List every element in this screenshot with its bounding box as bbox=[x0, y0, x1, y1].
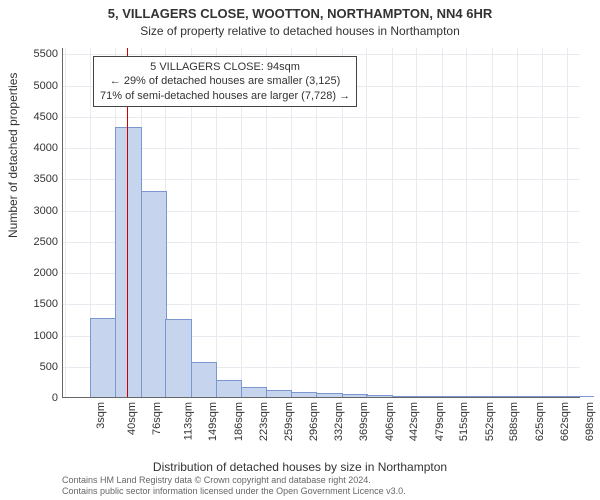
histogram-bar bbox=[366, 395, 392, 397]
gridline-v bbox=[416, 48, 417, 397]
footer-line-1: Contains HM Land Registry data © Crown c… bbox=[62, 475, 406, 485]
histogram-bar bbox=[90, 318, 116, 397]
gridline-v bbox=[65, 48, 66, 397]
x-tick-label: 113sqm bbox=[182, 402, 194, 440]
x-tick-label: 369sqm bbox=[358, 402, 370, 441]
histogram-bar bbox=[316, 393, 342, 397]
y-tick-label: 5000 bbox=[8, 80, 58, 92]
chart-frame: 5, VILLAGERS CLOSE, WOOTTON, NORTHAMPTON… bbox=[0, 0, 600, 500]
y-tick-label: 3000 bbox=[8, 205, 58, 217]
footer-attribution: Contains HM Land Registry data © Crown c… bbox=[62, 475, 406, 496]
y-tick-label: 4000 bbox=[8, 142, 58, 154]
histogram-bar bbox=[216, 380, 242, 397]
chart-subtitle: Size of property relative to detached ho… bbox=[0, 24, 600, 38]
y-tick-label: 5500 bbox=[8, 48, 58, 60]
histogram-bar bbox=[542, 396, 568, 397]
gridline-v bbox=[466, 48, 467, 397]
histogram-bar bbox=[492, 396, 518, 397]
annotation-line-2: ← 29% of detached houses are smaller (3,… bbox=[100, 74, 350, 88]
x-tick-label: 259sqm bbox=[283, 402, 295, 441]
y-tick-label: 2000 bbox=[8, 267, 58, 279]
y-tick-label: 500 bbox=[8, 361, 58, 373]
chart-title: 5, VILLAGERS CLOSE, WOOTTON, NORTHAMPTON… bbox=[0, 6, 600, 21]
x-tick-label: 149sqm bbox=[207, 402, 219, 441]
y-tick-label: 1000 bbox=[8, 330, 58, 342]
y-tick-label: 4500 bbox=[8, 111, 58, 123]
x-tick-label: 552sqm bbox=[484, 402, 496, 441]
x-tick-label: 442sqm bbox=[408, 402, 420, 441]
x-tick-label: 625sqm bbox=[534, 402, 546, 441]
annotation-line-3: 71% of semi-detached houses are larger (… bbox=[100, 89, 350, 103]
x-axis-label: Distribution of detached houses by size … bbox=[0, 460, 600, 474]
x-tick-label: 76sqm bbox=[151, 402, 163, 435]
histogram-bar bbox=[241, 387, 267, 397]
y-tick-label: 0 bbox=[8, 392, 58, 404]
annotation-line-1: 5 VILLAGERS CLOSE: 94sqm bbox=[100, 60, 350, 74]
gridline-v bbox=[392, 48, 393, 397]
histogram-bar bbox=[567, 396, 593, 397]
histogram-bar bbox=[165, 319, 191, 397]
y-tick-label: 3500 bbox=[8, 173, 58, 185]
histogram-bar bbox=[392, 396, 418, 398]
gridline-v bbox=[366, 48, 367, 397]
histogram-bar bbox=[141, 191, 167, 397]
x-tick-label: 406sqm bbox=[384, 402, 396, 441]
x-tick-label: 332sqm bbox=[333, 402, 345, 441]
x-tick-label: 662sqm bbox=[559, 402, 571, 441]
x-tick-label: 40sqm bbox=[126, 402, 138, 435]
y-tick-label: 2500 bbox=[8, 236, 58, 248]
gridline-v bbox=[442, 48, 443, 397]
x-tick-label: 588sqm bbox=[509, 402, 521, 441]
gridline-v bbox=[492, 48, 493, 397]
histogram-bar bbox=[191, 362, 217, 397]
footer-line-2: Contains public sector information licen… bbox=[62, 486, 406, 496]
histogram-bar bbox=[416, 396, 442, 397]
plot-area: 5 VILLAGERS CLOSE: 94sqm ← 29% of detach… bbox=[62, 48, 580, 398]
x-tick-label: 186sqm bbox=[233, 402, 245, 441]
histogram-bar bbox=[442, 396, 468, 397]
x-tick-label: 223sqm bbox=[258, 402, 270, 441]
x-tick-label: 515sqm bbox=[458, 402, 470, 441]
y-tick-label: 1500 bbox=[8, 298, 58, 310]
x-tick-label: 296sqm bbox=[308, 402, 320, 441]
histogram-bar bbox=[266, 390, 292, 397]
x-tick-label: 479sqm bbox=[434, 402, 446, 441]
histogram-bar bbox=[517, 396, 543, 397]
histogram-bar bbox=[342, 394, 368, 397]
x-tick-label: 3sqm bbox=[95, 402, 107, 429]
x-tick-label: 698sqm bbox=[584, 402, 596, 441]
annotation-box: 5 VILLAGERS CLOSE: 94sqm ← 29% of detach… bbox=[93, 56, 357, 107]
histogram-bar bbox=[291, 392, 317, 397]
gridline-v bbox=[542, 48, 543, 397]
histogram-bar bbox=[466, 396, 492, 397]
gridline-v bbox=[517, 48, 518, 397]
gridline-v bbox=[567, 48, 568, 397]
